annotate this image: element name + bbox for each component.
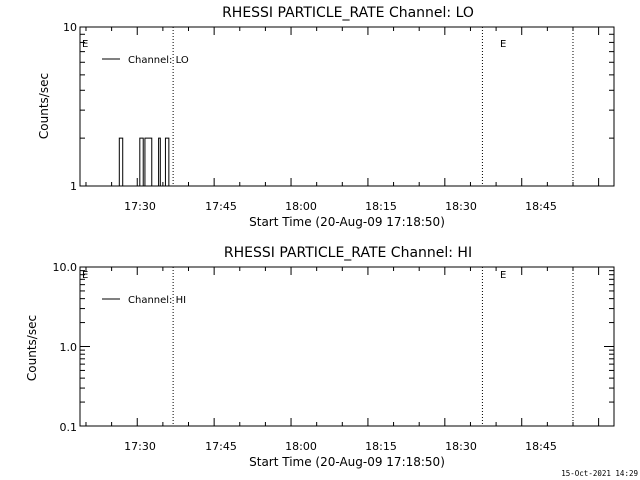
panel-hi-x-tick-1745: 17:45 xyxy=(205,440,237,453)
panel-hi-y-axis-label: Counts/sec xyxy=(25,315,39,381)
panel-hi: RHESSI PARTICLE_RATE Channel: HI Counts/… xyxy=(25,245,615,469)
panel-lo-event-lines xyxy=(172,27,574,186)
panel-hi-event-marker-e-start: E xyxy=(82,270,88,281)
panel-lo-plot-frame xyxy=(79,26,615,187)
panel-lo-x-ticks: 17:30 17:45 18:00 18:15 18:30 18:45 xyxy=(124,200,557,213)
panel-lo-x-axis-label: Start Time (20-Aug-09 17:18:50) xyxy=(249,215,445,229)
panel-hi-y-tick-0-1: 0.1 xyxy=(60,421,78,434)
panel-lo-event-marker-e-mid: E xyxy=(500,39,506,50)
panel-hi-title: RHESSI PARTICLE_RATE Channel: HI xyxy=(224,245,472,261)
panel-hi-legend: Channel: HI xyxy=(102,295,186,306)
panel-lo-title: RHESSI PARTICLE_RATE Channel: LO xyxy=(222,5,474,21)
panel-hi-x-tick-1800: 18:00 xyxy=(285,440,317,453)
panel-hi-x-tick-1830: 18:30 xyxy=(445,440,477,453)
panel-hi-y-ticks: 10.0 1.0 0.1 xyxy=(53,261,78,434)
panel-hi-event-marker-e-mid: E xyxy=(500,270,506,281)
panel-hi-x-axis-label: Start Time (20-Aug-09 17:18:50) xyxy=(249,455,445,469)
panel-lo-x-tick-1745: 17:45 xyxy=(205,200,237,213)
panel-lo-event-marker-e-start: E xyxy=(82,39,88,50)
panel-hi-y-minor-ticks xyxy=(80,266,614,427)
panel-lo-legend-label: Channel: LO xyxy=(128,55,189,66)
panel-hi-x-tick-1845: 18:45 xyxy=(525,440,557,453)
panel-lo-y-ticks: 10 1 xyxy=(63,21,77,193)
panel-hi-x-tick-1815: 18:15 xyxy=(365,440,397,453)
panel-lo-series-line xyxy=(117,137,171,187)
panel-lo-x-tick-1845: 18:45 xyxy=(525,200,557,213)
generation-timestamp: 15-Oct-2021 14:29 xyxy=(561,469,638,478)
panel-lo-y-tick-1: 1 xyxy=(70,180,77,193)
panel-hi-x-ticks: 17:30 17:45 18:00 18:15 18:30 18:45 xyxy=(124,440,557,453)
panel-lo-y-tick-10: 10 xyxy=(63,21,77,34)
panel-lo-x-tick-1730: 17:30 xyxy=(124,200,156,213)
panel-lo-y-axis-label: Counts/sec xyxy=(37,73,51,139)
panel-lo-x-tick-1800: 18:00 xyxy=(285,200,317,213)
panel-hi-y-tick-10: 10.0 xyxy=(53,261,78,274)
panel-lo-x-tick-marks xyxy=(85,27,600,186)
panel-hi-x-tick-marks xyxy=(85,267,600,426)
panel-hi-event-lines xyxy=(172,267,574,426)
panel-lo-x-tick-1815: 18:15 xyxy=(365,200,397,213)
panel-hi-plot-frame xyxy=(79,266,615,427)
panel-lo: RHESSI PARTICLE_RATE Channel: LO Counts/… xyxy=(37,5,615,229)
panel-hi-x-tick-1730: 17:30 xyxy=(124,440,156,453)
panel-hi-legend-label: Channel: HI xyxy=(128,295,186,306)
panel-hi-y-tick-1: 1.0 xyxy=(60,341,78,354)
panel-lo-legend: Channel: LO xyxy=(102,55,189,66)
panel-lo-y-minor-ticks xyxy=(80,26,614,187)
panel-lo-x-tick-1830: 18:30 xyxy=(445,200,477,213)
